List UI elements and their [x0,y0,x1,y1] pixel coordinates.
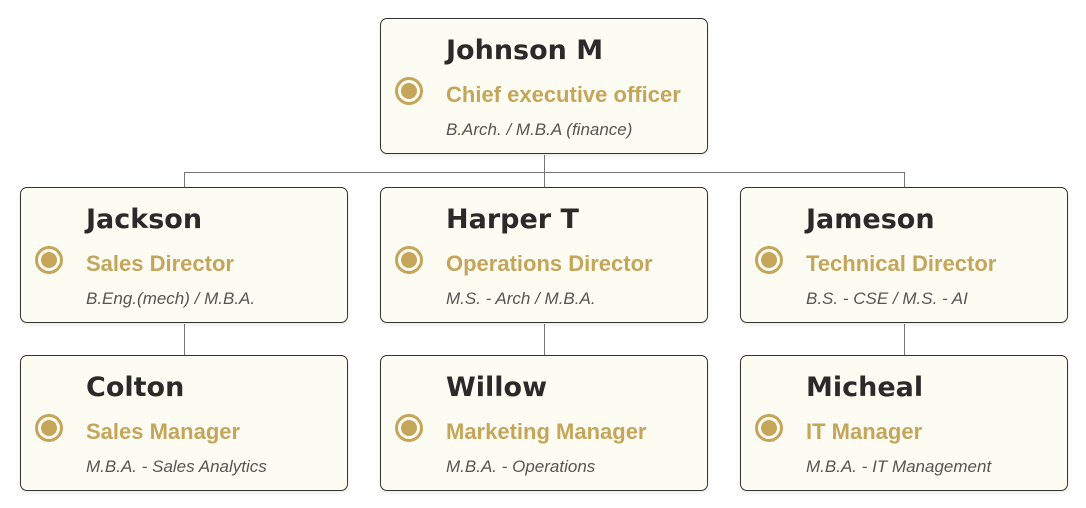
connector [184,172,185,188]
connector [184,172,905,173]
connector [904,324,905,356]
node-degree: B.S. - CSE / M.S. - AI [806,289,968,308]
circle-icon [395,77,423,105]
circle-icon [755,246,783,274]
node-name: Johnson M [446,35,604,66]
node-degree: B.Eng.(mech) / M.B.A. [86,289,256,308]
node-name: Jackson [86,204,203,235]
circle-icon [35,414,63,442]
node-title: Technical Director [806,251,997,276]
node-name: Willow [446,372,548,403]
org-node-card[interactable]: Colton Sales Manager M.B.A. - Sales Anal… [20,355,348,491]
org-node-card[interactable]: Micheal IT Manager M.B.A. - IT Managemen… [740,355,1068,491]
node-degree: M.B.A. - Operations [446,457,596,476]
node-degree: M.S. - Arch / M.B.A. [446,289,596,308]
node-title: Marketing Manager [446,419,647,444]
node-degree: B.Arch. / M.B.A (finance) [446,120,633,139]
org-node-card[interactable]: Johnson M Chief executive officer B.Arch… [380,18,708,154]
org-node-card[interactable]: Willow Marketing Manager M.B.A. - Operat… [380,355,708,491]
circle-icon [395,414,423,442]
circle-icon [395,246,423,274]
org-node-card[interactable]: Harper T Operations Director M.S. - Arch… [380,187,708,323]
circle-icon [35,246,63,274]
node-name: Colton [86,372,185,403]
connector [184,324,185,356]
circle-icon [755,414,783,442]
node-name: Jameson [806,204,935,235]
node-degree: M.B.A. - Sales Analytics [86,457,267,476]
org-node-card[interactable]: Jameson Technical Director B.S. - CSE / … [740,187,1068,323]
connector [544,155,545,188]
connector [544,324,545,356]
node-degree: M.B.A. - IT Management [806,457,992,476]
connector [904,172,905,188]
node-name: Harper T [446,204,579,235]
node-title: Chief executive officer [446,82,681,107]
node-title: Sales Director [86,251,234,276]
node-title: IT Manager [806,419,923,444]
node-title: Sales Manager [86,419,241,444]
node-title: Operations Director [446,251,653,276]
node-name: Micheal [806,372,924,403]
org-node-card[interactable]: Jackson Sales Director B.Eng.(mech) / M.… [20,187,348,323]
